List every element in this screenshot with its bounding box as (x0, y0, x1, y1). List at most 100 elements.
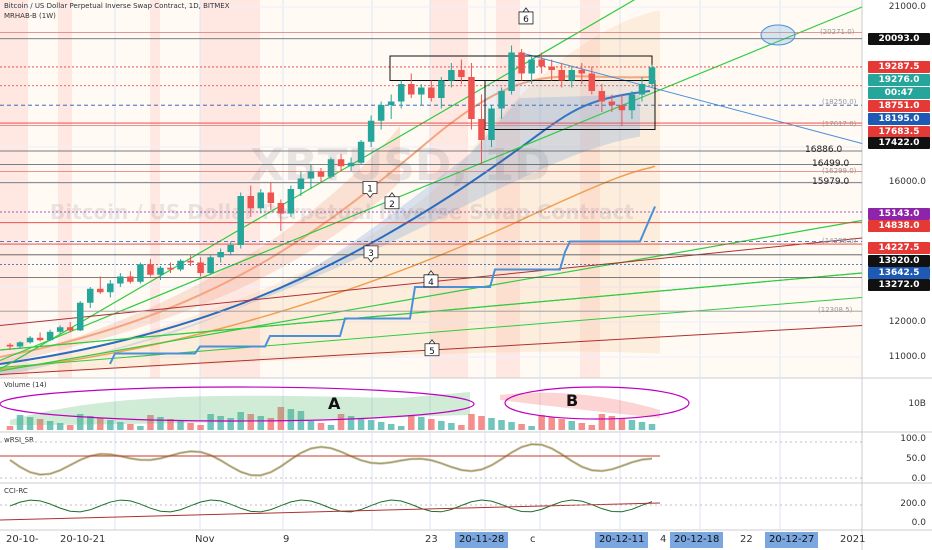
time-tick: 9 (283, 534, 290, 545)
candle-body (377, 105, 385, 121)
volume-bar (407, 415, 415, 430)
candle-body (127, 276, 134, 282)
cci-line (9, 499, 653, 513)
cci-pane-label[interactable]: CCI-RC (4, 487, 28, 495)
price-label[interactable]: 00:47 (868, 87, 930, 99)
candle-body (488, 108, 495, 140)
volume-ellipse-a (0, 386, 475, 422)
price-label[interactable]: 19276.0 (868, 74, 930, 86)
volume-bar (518, 424, 525, 430)
price-label[interactable]: 19287.5 (868, 61, 930, 73)
plot-background (0, 0, 862, 378)
lower-cloud (0, 94, 640, 377)
volume-bar (458, 425, 465, 430)
wave-marker-box (362, 181, 378, 199)
candle-body (648, 67, 656, 84)
candle-body (56, 327, 64, 332)
volume-cloud (500, 392, 660, 418)
time-tick: 4 (660, 534, 667, 545)
wrsi-pane-label[interactable]: wRSI_SR (4, 436, 34, 444)
candle-body (407, 84, 415, 95)
price-label[interactable]: 14838.0 (868, 220, 930, 232)
ma-orange (0, 165, 656, 370)
price-label[interactable]: 13272.0 (868, 279, 930, 291)
cci-trend (0, 502, 661, 521)
price-label[interactable]: 15143.0 (868, 208, 930, 220)
wrsi-tick: 0.0 (911, 474, 926, 484)
candle-body (498, 91, 505, 109)
session-band (0, 0, 28, 378)
volume-bar (26, 417, 34, 430)
candle-body (638, 84, 646, 95)
volume-bar (568, 421, 576, 430)
price-label[interactable]: 13920.0 (868, 255, 930, 267)
volume-tick: 10B (908, 399, 926, 409)
volume-ellipse-b (504, 386, 690, 420)
trend-line (0, 219, 863, 372)
candle-body (76, 302, 84, 331)
faint-level-text: (20271.0) (820, 27, 855, 36)
volume-bar (36, 419, 44, 430)
candle-body (508, 52, 515, 91)
indicator-label[interactable]: MRHAB-B (1W) (4, 12, 56, 20)
time-tick: 20-10- (6, 534, 39, 545)
volume-pane-label[interactable]: Volume (14) (4, 381, 47, 389)
chart-title[interactable]: Bitcoin / US Dollar Perpetual Inverse Sw… (4, 2, 230, 10)
candle-body (247, 196, 255, 209)
volume-bar (387, 424, 395, 430)
time-tick: 20-12-18 (670, 532, 724, 548)
volume-bar (498, 420, 505, 430)
price-label[interactable]: 18751.0 (868, 100, 930, 112)
price-label[interactable]: 20093.0 (868, 33, 930, 45)
candle-body (167, 267, 174, 270)
volume-bar (86, 416, 94, 430)
candle-body (548, 66, 555, 70)
candle-body (458, 70, 465, 77)
candle-body (428, 87, 435, 98)
price-label[interactable]: 17422.0 (868, 137, 930, 149)
price-label[interactable]: 13642.5 (868, 267, 930, 279)
trend-line (519, 52, 863, 144)
price-label[interactable]: 14227.5 (868, 242, 930, 254)
candle-body (327, 159, 335, 177)
candle-body (237, 196, 244, 245)
volume-bar (46, 421, 54, 430)
volume-bar (247, 414, 255, 430)
volume-bar (618, 418, 626, 430)
candle-body (578, 70, 586, 74)
price-label[interactable]: 18195.0 (868, 113, 930, 125)
time-tick: 20-12-11 (595, 532, 649, 548)
wave-marker-box (363, 245, 379, 263)
volume-bar (127, 424, 134, 430)
volume-bar (107, 420, 114, 430)
price-envelope (0, 10, 660, 375)
candle-body (367, 120, 375, 142)
candle-body (588, 73, 596, 91)
candle-body (277, 203, 285, 214)
volume-bar (307, 421, 315, 430)
candle-body (46, 331, 54, 341)
price-tick: 16000.0 (888, 177, 926, 187)
ma-salmon (0, 75, 651, 358)
volume-bar (558, 419, 565, 430)
candle-body (297, 178, 305, 189)
candle-body (438, 80, 445, 98)
candle-body (86, 288, 94, 303)
volume-bar (317, 423, 325, 430)
volume-bar (377, 422, 385, 430)
price-label[interactable]: 17683.5 (868, 126, 930, 138)
time-tick: 22 (740, 534, 753, 545)
candle-body (387, 101, 395, 105)
volume-bar (267, 418, 275, 430)
candle-body (217, 252, 224, 258)
candle-body (97, 288, 104, 293)
candle-body (207, 257, 214, 273)
volume-bar (16, 415, 24, 430)
candle-body (528, 59, 535, 74)
level-text: 16886.0 (805, 144, 843, 155)
volume-bar (137, 426, 144, 430)
time-tick: 23 (425, 534, 438, 545)
time-tick: 20-10-21 (60, 534, 106, 545)
